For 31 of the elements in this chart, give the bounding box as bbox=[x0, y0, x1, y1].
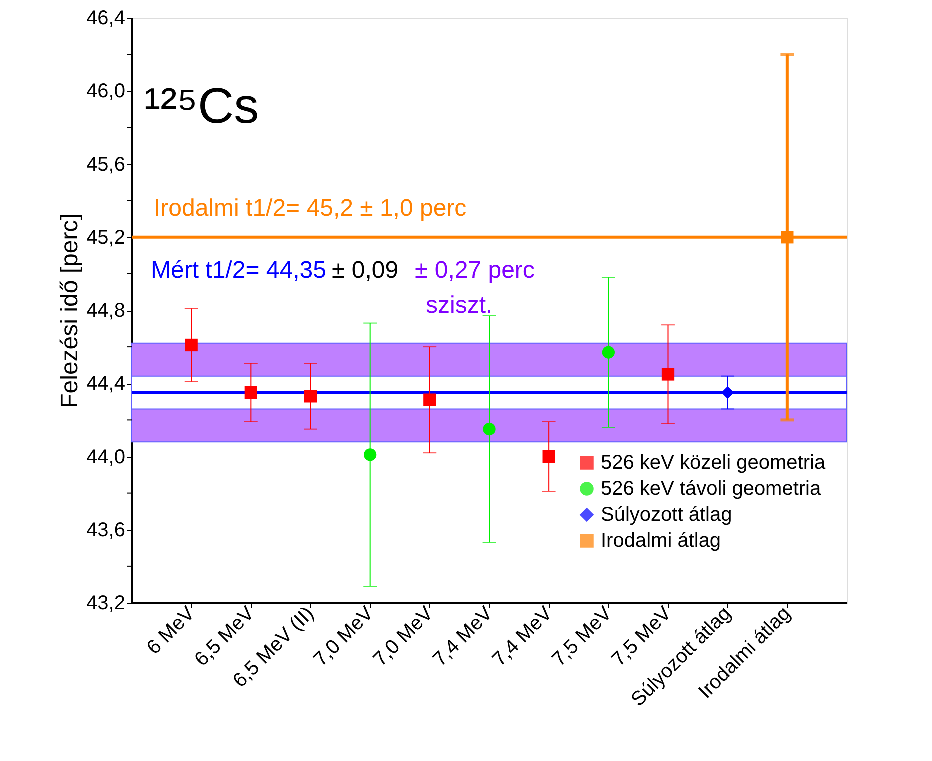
y-tick-label: 46,0 bbox=[86, 80, 126, 103]
point bbox=[424, 394, 436, 406]
point bbox=[185, 338, 198, 352]
annotation: sziszt. bbox=[426, 292, 493, 319]
ref-line-label: Mért t1/2= 44,35 bbox=[151, 257, 326, 284]
y-tick-label: 44,8 bbox=[86, 300, 126, 322]
point bbox=[662, 368, 675, 381]
y-tick-label: 46,4 bbox=[86, 8, 126, 30]
y-axis-title: Felezési idő [perc] bbox=[56, 214, 84, 408]
annotation: ± 0,27 perc bbox=[415, 257, 535, 284]
point bbox=[364, 448, 377, 462]
point bbox=[244, 386, 258, 400]
ref-line-label: Irodalmi t1/2= 45,2 ± 1,0 perc bbox=[154, 195, 467, 222]
text: ¹²⁵Cs bbox=[144, 78, 260, 134]
legend-label: 526 keV távoli geometria bbox=[601, 478, 822, 500]
legend-label: Irodalmi átlag bbox=[601, 530, 722, 552]
point bbox=[304, 390, 318, 403]
y-tick-label: 44,0 bbox=[86, 446, 126, 468]
point bbox=[781, 231, 794, 244]
point bbox=[602, 346, 615, 359]
y-tick-label: 43,2 bbox=[86, 592, 126, 614]
point bbox=[542, 450, 556, 464]
annotation: ± 0,09 bbox=[332, 257, 399, 284]
y-tick-label: 43,6 bbox=[86, 519, 126, 542]
y-tick-label: 45,2 bbox=[86, 226, 126, 249]
legend-label: Súlyozott átlag bbox=[601, 504, 732, 526]
point bbox=[483, 423, 496, 436]
y-tick-label: 44,4 bbox=[86, 373, 126, 396]
legend-label: 526 keV közeli geometria bbox=[601, 452, 826, 474]
point bbox=[722, 386, 734, 400]
y-tick-label: 45,6 bbox=[86, 154, 126, 176]
